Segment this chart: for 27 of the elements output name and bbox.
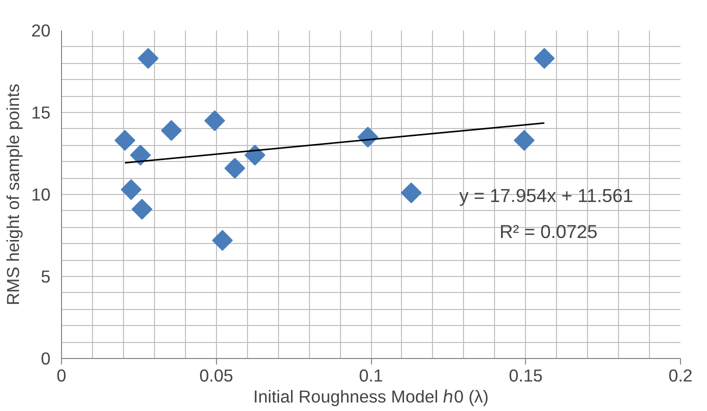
point <box>212 230 233 251</box>
annotation: R² = 0.0725 <box>499 221 598 242</box>
point <box>120 179 142 200</box>
point <box>204 110 226 132</box>
point <box>534 48 555 69</box>
y-tick-label: 20 <box>31 20 51 40</box>
point <box>244 144 266 166</box>
y-tick-label: 15 <box>31 102 51 122</box>
annotation: y = 17.954x + 11.561 <box>459 184 634 206</box>
y-axis-title: RMS height of sample points <box>3 83 24 306</box>
x-tick-label: 0.2 <box>668 366 693 386</box>
point <box>400 182 422 204</box>
point <box>132 198 152 220</box>
y-tick-label: 10 <box>31 184 51 204</box>
point <box>130 144 151 166</box>
y-tick-label: 5 <box>40 266 51 286</box>
point <box>514 130 535 151</box>
point <box>224 158 246 179</box>
point <box>160 120 182 141</box>
x-tick-label: 0.05 <box>199 366 234 386</box>
x-tick-label: 0.1 <box>358 366 384 386</box>
x-tick-label: 0.15 <box>508 366 543 386</box>
point <box>138 48 159 69</box>
x-tick-label: 0 <box>56 366 66 386</box>
x-axis-title: Initial Roughness Model ℎ0 (λ) <box>253 386 489 406</box>
point <box>114 130 136 151</box>
y-tick-label: 0 <box>40 348 51 368</box>
